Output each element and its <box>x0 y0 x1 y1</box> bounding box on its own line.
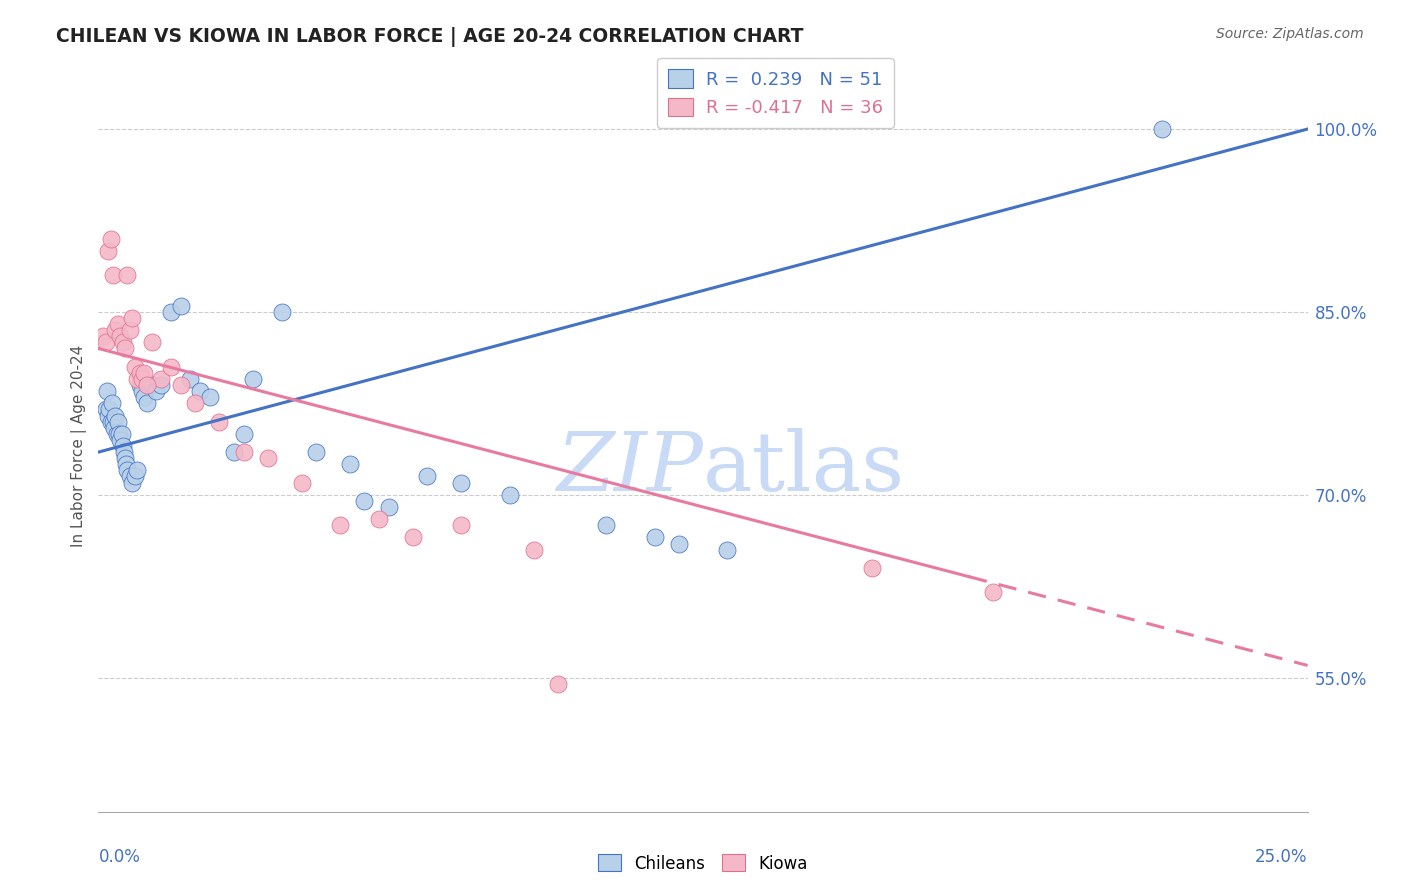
Point <box>981 585 1004 599</box>
Point <box>117 268 139 283</box>
Point <box>135 378 157 392</box>
Point <box>595 518 617 533</box>
Point <box>101 415 124 429</box>
Point <box>124 359 146 374</box>
Point <box>121 311 143 326</box>
Point <box>101 268 124 283</box>
Point <box>141 378 163 392</box>
Point <box>402 530 425 544</box>
Point <box>160 305 183 319</box>
Point <box>128 366 150 380</box>
Point <box>271 305 294 319</box>
Point <box>523 542 546 557</box>
Point <box>111 439 134 453</box>
Point <box>179 372 201 386</box>
Point <box>124 469 146 483</box>
Legend: Chileans, Kiowa: Chileans, Kiowa <box>591 847 815 880</box>
Point <box>860 561 883 575</box>
Point <box>150 378 173 392</box>
Point <box>111 426 134 441</box>
Point <box>160 359 183 374</box>
Point <box>114 451 136 466</box>
Point <box>115 457 138 471</box>
Point <box>208 415 231 429</box>
Point <box>368 512 391 526</box>
Point <box>232 426 254 441</box>
Point <box>150 372 173 386</box>
Point <box>118 323 141 337</box>
Point <box>256 451 278 466</box>
Point <box>450 475 472 490</box>
Point <box>305 445 328 459</box>
Point <box>104 323 127 337</box>
Point <box>131 372 153 386</box>
Point <box>450 518 472 533</box>
Point <box>108 329 131 343</box>
Point <box>547 676 569 690</box>
Text: Source: ZipAtlas.com: Source: ZipAtlas.com <box>1216 27 1364 41</box>
Point <box>716 542 738 557</box>
Point <box>1152 122 1174 136</box>
Point <box>118 469 141 483</box>
Point <box>111 335 134 350</box>
Point <box>107 426 129 441</box>
Point <box>96 384 118 398</box>
Point <box>100 232 122 246</box>
Point <box>668 536 690 550</box>
Point <box>242 372 264 386</box>
Text: CHILEAN VS KIOWA IN LABOR FORCE | AGE 20-24 CORRELATION CHART: CHILEAN VS KIOWA IN LABOR FORCE | AGE 20… <box>56 27 804 46</box>
Point <box>128 378 150 392</box>
Legend: R =  0.239   N = 51, R = -0.417   N = 36: R = 0.239 N = 51, R = -0.417 N = 36 <box>657 58 894 128</box>
Point <box>107 415 129 429</box>
Point <box>188 384 211 398</box>
Text: 25.0%: 25.0% <box>1256 848 1308 866</box>
Point <box>169 299 191 313</box>
Point <box>184 396 207 410</box>
Point <box>121 475 143 490</box>
Point <box>141 335 163 350</box>
Point <box>127 463 149 477</box>
Point <box>114 342 136 356</box>
Point <box>329 518 352 533</box>
Point <box>134 366 156 380</box>
Point <box>117 463 139 477</box>
Point <box>94 335 117 350</box>
Point <box>97 409 120 423</box>
Point <box>107 317 129 331</box>
Point <box>145 384 167 398</box>
Point <box>112 445 135 459</box>
Point <box>94 402 117 417</box>
Point <box>339 457 361 471</box>
Point <box>416 469 439 483</box>
Point <box>103 420 125 434</box>
Point <box>290 475 312 490</box>
Y-axis label: In Labor Force | Age 20-24: In Labor Force | Age 20-24 <box>72 345 87 547</box>
Point <box>108 433 131 447</box>
Point <box>97 244 120 258</box>
Point <box>104 409 127 423</box>
Text: 0.0%: 0.0% <box>98 848 141 866</box>
Point <box>135 396 157 410</box>
Point <box>498 488 520 502</box>
Point <box>105 426 128 441</box>
Point <box>127 372 149 386</box>
Point <box>377 500 399 514</box>
Point <box>91 329 114 343</box>
Point <box>222 445 245 459</box>
Point <box>131 384 153 398</box>
Point <box>353 493 375 508</box>
Point <box>232 445 254 459</box>
Text: ZIP: ZIP <box>557 428 703 508</box>
Point <box>101 396 124 410</box>
Point <box>169 378 191 392</box>
Point <box>98 402 121 417</box>
Point <box>198 390 221 404</box>
Point <box>100 415 122 429</box>
Point <box>644 530 666 544</box>
Text: atlas: atlas <box>703 428 905 508</box>
Point <box>134 390 156 404</box>
